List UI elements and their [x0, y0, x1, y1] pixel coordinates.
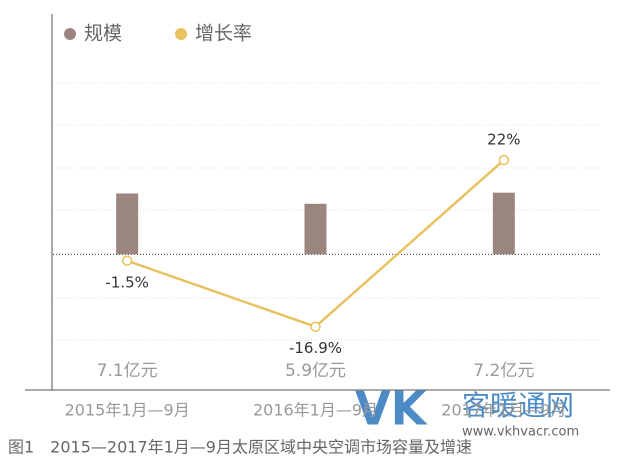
legend-marker — [64, 28, 76, 40]
watermark: VK 客暖通网 www.vkhvacr.com — [355, 382, 579, 440]
bar — [492, 192, 515, 255]
line-value-label: -16.9% — [289, 339, 342, 357]
bar — [304, 203, 327, 255]
line-point — [310, 321, 321, 332]
caption: 图1 2015—2017年1月—9月太原区域中央空调市场容量及增速 — [8, 438, 472, 457]
x-tick-label: 2015年1月—9月 — [65, 401, 190, 420]
line-point — [498, 154, 510, 166]
line-value-label: -1.5% — [105, 273, 149, 291]
bar-value-label: 5.9亿元 — [285, 361, 346, 381]
legend-label: 增长率 — [195, 23, 252, 45]
watermark-url: www.vkhvacr.com — [462, 425, 579, 440]
legend-marker — [175, 28, 188, 40]
x-tick-label: 2017年1月—9月 — [441, 401, 566, 420]
legend-label: 规模 — [84, 23, 122, 45]
watermark-logo: VK — [355, 382, 429, 436]
bar-value-label: 7.2亿元 — [473, 361, 534, 381]
line-value-label: 22% — [487, 131, 520, 149]
x-tick-label: 2016年1月—9月 — [253, 401, 378, 420]
watermark-name: 客暖通网 — [462, 389, 574, 422]
bar — [116, 193, 139, 255]
line-point — [121, 255, 133, 267]
bar-value-label: 7.1亿元 — [97, 361, 158, 381]
